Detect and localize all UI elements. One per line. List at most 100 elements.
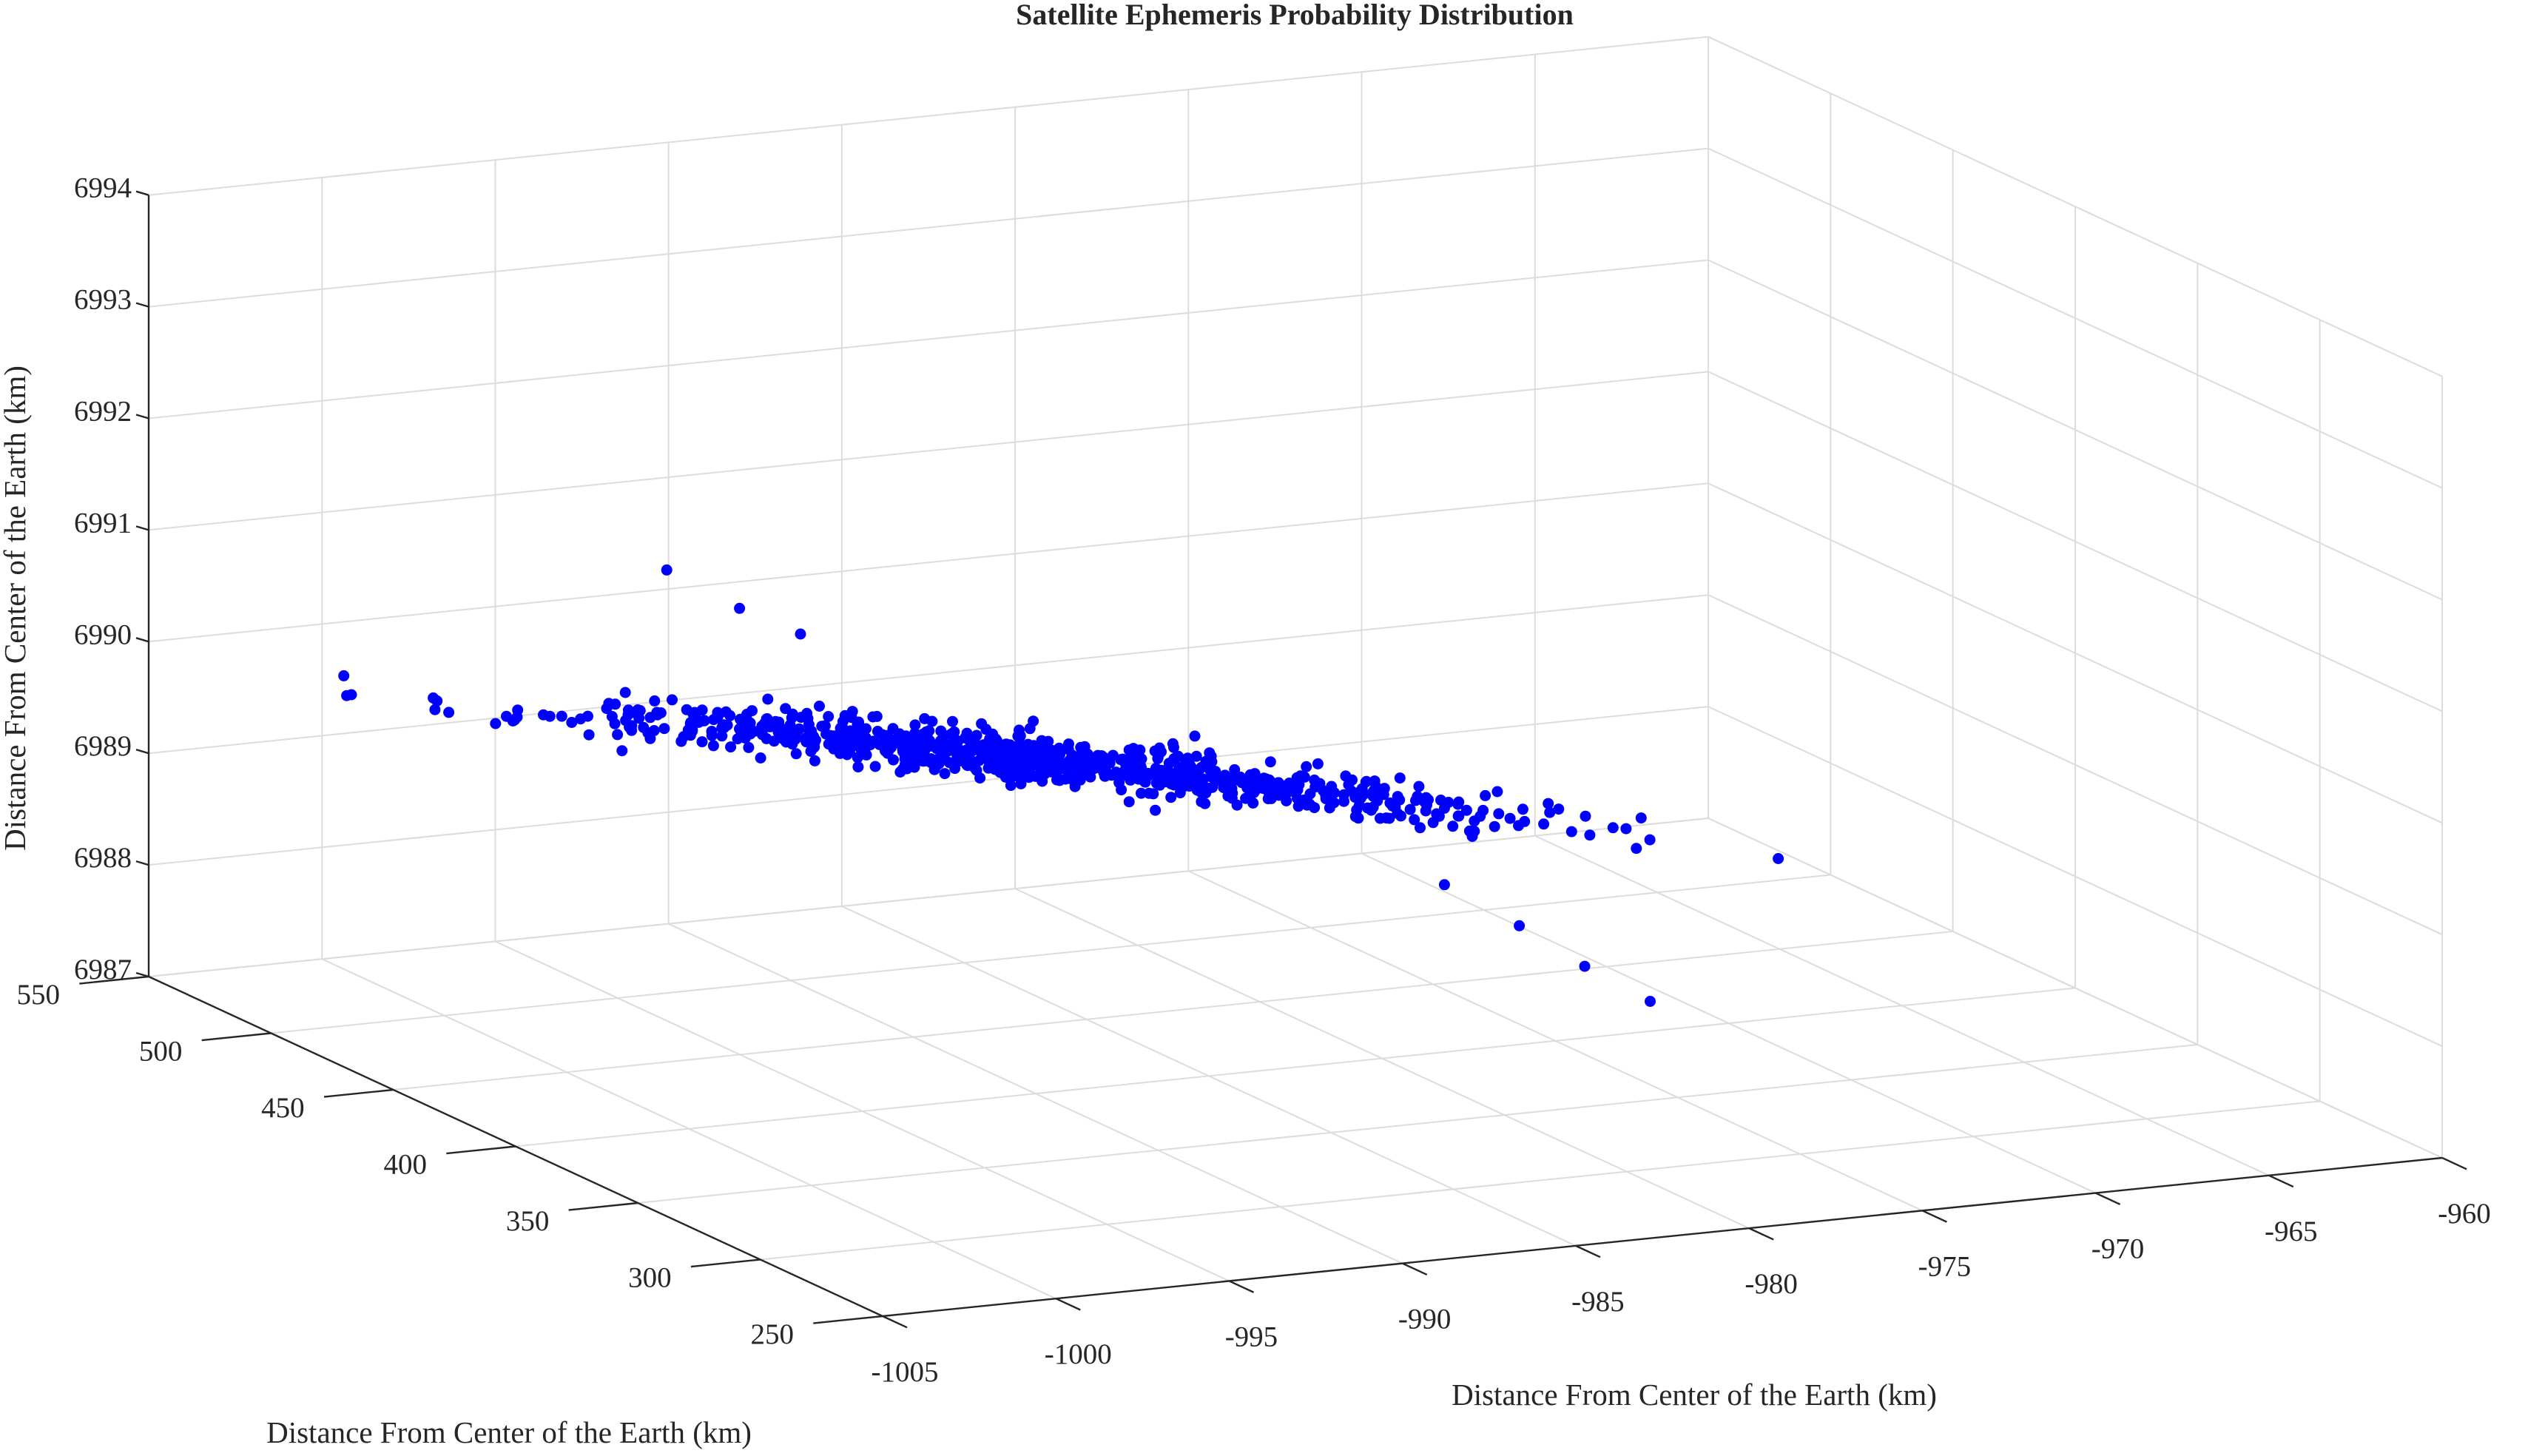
- data-point: [1493, 808, 1505, 820]
- data-point: [1489, 820, 1500, 832]
- data-point: [338, 670, 350, 681]
- data-point: [1081, 750, 1093, 762]
- z-tick-label: 6994: [74, 172, 132, 204]
- data-point: [538, 709, 549, 721]
- data-point: [667, 694, 678, 706]
- data-point: [612, 729, 624, 741]
- data-point: [1150, 777, 1162, 789]
- x-tick-label: -990: [1398, 1304, 1452, 1335]
- data-point: [1264, 756, 1276, 768]
- side-wall-grid-line-z: [1708, 706, 2443, 1048]
- data-point: [719, 720, 731, 732]
- data-point: [954, 752, 965, 764]
- data-point: [1136, 766, 1147, 778]
- data-point: [1644, 834, 1656, 846]
- data-point: [1042, 735, 1054, 747]
- z-tick-mark: [135, 414, 149, 419]
- data-point: [661, 564, 673, 576]
- data-point: [622, 709, 634, 721]
- data-point: [1477, 804, 1489, 816]
- y-tick-label: 350: [506, 1205, 550, 1237]
- data-point: [1517, 803, 1528, 815]
- data-point: [852, 718, 863, 730]
- data-point: [1063, 738, 1074, 750]
- y-tick-mark: [813, 1315, 883, 1324]
- x-tick-mark: [1921, 1210, 1947, 1223]
- data-point: [1003, 750, 1015, 762]
- data-point: [1092, 749, 1104, 761]
- data-point: [1404, 803, 1416, 815]
- data-point: [1196, 796, 1207, 808]
- y-tick-label: 450: [261, 1092, 305, 1124]
- data-point: [685, 717, 697, 729]
- data-point: [1150, 804, 1162, 816]
- data-point: [1513, 820, 1524, 832]
- data-point: [1366, 804, 1377, 816]
- data-point: [1409, 814, 1420, 826]
- data-point: [556, 710, 567, 722]
- data-point: [1281, 795, 1292, 806]
- y-tick-label: 550: [17, 979, 61, 1011]
- data-point: [1028, 740, 1039, 752]
- data-point: [1127, 752, 1139, 764]
- data-point: [795, 628, 806, 640]
- data-point: [844, 744, 856, 756]
- x-tick-label: -980: [1745, 1268, 1798, 1300]
- y-tick-mark: [568, 1201, 638, 1211]
- data-point: [741, 713, 752, 725]
- data-point: [1190, 750, 1202, 762]
- data-point: [926, 715, 938, 727]
- data-point: [692, 716, 704, 728]
- data-point: [1607, 822, 1619, 834]
- data-point: [1291, 792, 1303, 804]
- data-point: [1099, 770, 1111, 782]
- data-point: [814, 701, 825, 712]
- data-point: [658, 723, 670, 735]
- x-tick-mark: [1748, 1227, 1774, 1241]
- axis-layer: [79, 190, 2467, 1329]
- data-point: [954, 744, 966, 756]
- data-point: [583, 729, 595, 741]
- data-point: [1301, 761, 1312, 772]
- data-point: [655, 707, 667, 718]
- x-tick-mark: [2441, 1156, 2467, 1170]
- x-tick-label: -970: [2091, 1233, 2145, 1265]
- data-point: [707, 740, 719, 752]
- data-point: [894, 766, 906, 778]
- data-point: [1163, 758, 1175, 769]
- side-wall-grid-line-z: [1708, 259, 2443, 601]
- data-point: [761, 713, 773, 724]
- z-tick-mark: [135, 860, 149, 866]
- back-wall-grid-line-z: [148, 482, 1709, 643]
- data-point: [1544, 806, 1556, 818]
- data-point: [823, 711, 835, 722]
- data-point: [1079, 768, 1091, 780]
- data-point: [936, 754, 948, 766]
- data-point: [1356, 783, 1368, 795]
- data-point: [1017, 757, 1029, 769]
- grid-layer: [148, 36, 2443, 1317]
- data-point: [1514, 920, 1526, 931]
- data-point: [1110, 766, 1122, 778]
- data-point: [756, 729, 768, 741]
- data-point: [1491, 786, 1503, 798]
- side-wall-grid-line-z: [1708, 147, 2443, 489]
- data-point: [1413, 781, 1425, 792]
- data-point: [1227, 787, 1238, 799]
- data-point: [1351, 804, 1363, 816]
- data-point: [1435, 795, 1446, 806]
- data-point: [1229, 764, 1241, 775]
- x-tick-mark: [2268, 1174, 2294, 1188]
- data-point: [1189, 730, 1201, 742]
- data-point: [606, 711, 618, 722]
- data-point: [1635, 812, 1647, 824]
- data-point: [1312, 758, 1324, 769]
- data-point: [638, 721, 650, 733]
- data-point: [778, 733, 789, 745]
- side-wall-grid-line-z: [1708, 818, 2443, 1159]
- data-point: [1165, 778, 1177, 789]
- data-point: [1381, 812, 1392, 824]
- data-point: [1069, 781, 1081, 792]
- data-point: [624, 721, 636, 733]
